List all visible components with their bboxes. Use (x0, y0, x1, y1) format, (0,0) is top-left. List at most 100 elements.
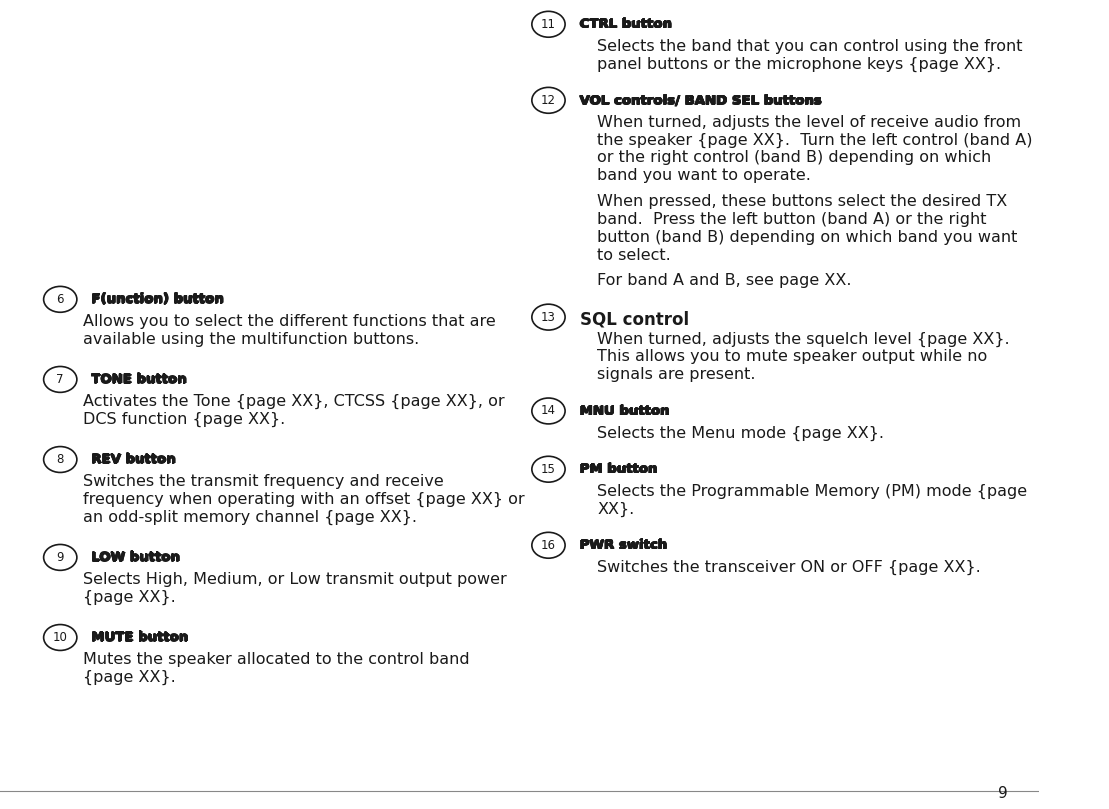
Text: MUTE button: MUTE button (92, 631, 189, 644)
Text: LOW button: LOW button (91, 552, 180, 565)
Text: button (band B) depending on which band you want: button (band B) depending on which band … (598, 230, 1018, 245)
Text: LOW button: LOW button (91, 551, 180, 564)
Text: 12: 12 (541, 94, 556, 107)
Text: TONE button: TONE button (91, 374, 186, 387)
Text: Selects the Programmable Memory (PM) mode {page: Selects the Programmable Memory (PM) mod… (598, 484, 1027, 499)
Text: F(unction) button: F(unction) button (91, 293, 223, 307)
Text: TONE button: TONE button (91, 372, 186, 385)
Text: Activates the Tone {page XX}, CTCSS {page XX}, or: Activates the Tone {page XX}, CTCSS {pag… (83, 394, 505, 409)
Text: This allows you to mute speaker output while no: This allows you to mute speaker output w… (598, 349, 987, 365)
Text: 13: 13 (541, 311, 556, 324)
Text: 7: 7 (57, 373, 64, 386)
Text: F(unction) button: F(unction) button (91, 294, 224, 307)
Text: signals are present.: signals are present. (598, 367, 756, 383)
Text: REV button: REV button (91, 452, 176, 465)
Text: MUTE button: MUTE button (91, 631, 189, 644)
Text: 16: 16 (541, 539, 556, 552)
Text: Allows you to select the different functions that are: Allows you to select the different funct… (83, 314, 496, 329)
Text: LOW button: LOW button (91, 550, 180, 563)
Text: PWR switch: PWR switch (579, 540, 667, 553)
Text: PWR switch: PWR switch (580, 538, 668, 551)
Text: PM button: PM button (579, 463, 657, 476)
Text: REV button: REV button (91, 453, 176, 466)
Text: MUTE button: MUTE button (91, 632, 189, 645)
Text: TONE button: TONE button (92, 373, 187, 386)
Text: MUTE button: MUTE button (91, 630, 189, 643)
Text: REV button: REV button (92, 453, 176, 466)
Text: F(unction) button: F(unction) button (92, 293, 225, 306)
Text: Selects High, Medium, or Low transmit output power: Selects High, Medium, or Low transmit ou… (83, 572, 507, 587)
Text: {page XX}.: {page XX}. (83, 670, 176, 685)
Text: CTRL button: CTRL button (579, 18, 671, 31)
Text: 8: 8 (57, 453, 64, 466)
Text: LOW button: LOW button (92, 551, 181, 564)
Text: to select.: to select. (598, 248, 671, 263)
Text: XX}.: XX}. (598, 502, 634, 517)
Text: 9: 9 (998, 786, 1008, 801)
Text: When turned, adjusts the level of receive audio from: When turned, adjusts the level of receiv… (598, 115, 1021, 130)
Text: LOW button: LOW button (92, 550, 181, 564)
Text: CTRL button: CTRL button (580, 18, 672, 31)
Text: VOL controls/ BAND SEL buttons: VOL controls/ BAND SEL buttons (580, 94, 823, 107)
Text: REV button: REV button (91, 453, 175, 467)
Text: {page XX}.: {page XX}. (83, 590, 176, 605)
Text: SQL control: SQL control (580, 311, 689, 328)
Text: CTRL button: CTRL button (580, 19, 672, 32)
Text: VOL controls/ BAND SEL buttons: VOL controls/ BAND SEL buttons (579, 95, 822, 108)
Text: TONE button: TONE button (91, 374, 186, 387)
Text: 6: 6 (57, 293, 64, 306)
Text: For band A and B, see page XX.: For band A and B, see page XX. (598, 273, 852, 289)
Text: MUTE button: MUTE button (92, 631, 190, 644)
Text: F(unction) button: F(unction) button (91, 292, 224, 305)
Text: F(unction) button: F(unction) button (91, 293, 224, 306)
Text: When pressed, these buttons select the desired TX: When pressed, these buttons select the d… (598, 194, 1008, 210)
Text: frequency when operating with an offset {page XX} or: frequency when operating with an offset … (83, 492, 525, 507)
Text: TONE button: TONE button (91, 373, 186, 386)
Text: or the right control (band B) depending on which: or the right control (band B) depending … (598, 150, 991, 166)
Text: REV button: REV button (91, 454, 176, 467)
Text: F(unction) button: F(unction) button (92, 293, 224, 306)
Text: VOL controls/ BAND SEL buttons: VOL controls/ BAND SEL buttons (580, 94, 822, 107)
Text: F(unction) button: F(unction) button (91, 293, 223, 306)
Text: 10: 10 (53, 631, 68, 644)
Text: PM button: PM button (579, 464, 657, 477)
Text: PWR switch: PWR switch (580, 539, 668, 552)
Text: the speaker {page XX}.  Turn the left control (band A): the speaker {page XX}. Turn the left con… (598, 133, 1032, 148)
Text: MUTE button: MUTE button (91, 631, 187, 644)
Text: DCS function {page XX}.: DCS function {page XX}. (83, 412, 285, 427)
Text: Mutes the speaker allocated to the control band: Mutes the speaker allocated to the contr… (83, 652, 470, 667)
Text: band.  Press the left button (band A) or the right: band. Press the left button (band A) or … (598, 212, 987, 227)
Text: CTRL button: CTRL button (580, 18, 673, 31)
Text: MNU button: MNU button (579, 404, 669, 417)
Text: band you want to operate.: band you want to operate. (598, 168, 811, 184)
Text: CTRL button: CTRL button (580, 18, 672, 31)
Text: MNU button: MNU button (580, 404, 670, 417)
Text: PWR switch: PWR switch (580, 539, 668, 552)
Text: 15: 15 (541, 463, 556, 476)
Text: VOL controls/ BAND SEL buttons: VOL controls/ BAND SEL buttons (580, 95, 822, 108)
Text: CTRL button: CTRL button (580, 17, 672, 30)
Text: LOW button: LOW button (91, 551, 180, 564)
Text: PWR switch: PWR switch (580, 540, 668, 553)
Text: PWR switch: PWR switch (580, 539, 668, 552)
Text: REV button: REV button (92, 453, 176, 466)
Text: CTRL button: CTRL button (579, 19, 671, 32)
Text: PM button: PM button (580, 464, 658, 477)
Text: PM button: PM button (580, 462, 658, 475)
Text: TONE button: TONE button (91, 373, 186, 386)
Text: Switches the transceiver ON or OFF {page XX}.: Switches the transceiver ON or OFF {page… (598, 560, 981, 575)
Text: REV button: REV button (91, 453, 175, 466)
Text: MNU button: MNU button (580, 404, 670, 417)
Text: Selects the Menu mode {page XX}.: Selects the Menu mode {page XX}. (598, 426, 884, 441)
Text: PM button: PM button (580, 463, 658, 476)
Text: MNU button: MNU button (580, 404, 670, 417)
Text: 9: 9 (57, 551, 64, 564)
Text: panel buttons or the microphone keys {page XX}.: panel buttons or the microphone keys {pa… (598, 57, 1001, 72)
Text: LOW button: LOW button (91, 552, 180, 565)
Text: available using the multifunction buttons.: available using the multifunction button… (83, 332, 419, 347)
Text: TONE button: TONE button (92, 373, 187, 386)
Text: When turned, adjusts the squelch level {page XX}.: When turned, adjusts the squelch level {… (598, 332, 1010, 347)
Text: MNU button: MNU button (580, 405, 670, 418)
Text: VOL controls/ BAND SEL buttons: VOL controls/ BAND SEL buttons (579, 94, 821, 107)
Text: MNU button: MNU button (579, 405, 669, 418)
